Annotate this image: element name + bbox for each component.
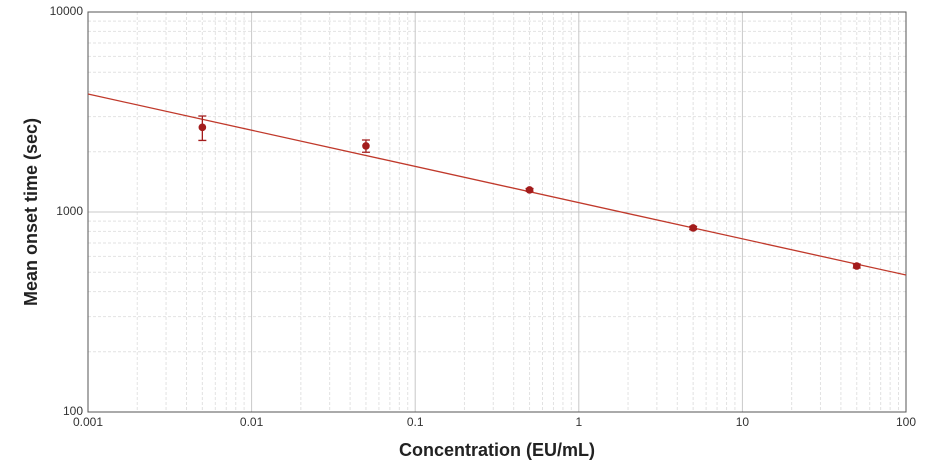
x-tick-label: 1 [575, 415, 582, 429]
data-point [525, 186, 534, 194]
y-tick-label: 1000 [56, 204, 83, 218]
x-tick-label: 10 [736, 415, 750, 429]
grid [87, 11, 907, 413]
x-axis-title: Concentration (EU/mL) [399, 440, 595, 460]
y-tick-label: 10000 [50, 4, 84, 18]
data-point [198, 123, 207, 132]
data-point [689, 224, 697, 232]
x-tick-label: 0.001 [73, 415, 103, 429]
data-point [362, 142, 370, 150]
x-tick-label: 0.1 [407, 415, 424, 429]
plot-frame [87, 11, 907, 413]
y-tick-label: 100 [63, 404, 83, 418]
x-tick-label: 100 [896, 415, 916, 429]
y-axis-title: Mean onset time (sec) [21, 118, 41, 306]
data-point [852, 262, 861, 270]
x-tick-label: 0.01 [240, 415, 264, 429]
fit-line [87, 93, 907, 276]
